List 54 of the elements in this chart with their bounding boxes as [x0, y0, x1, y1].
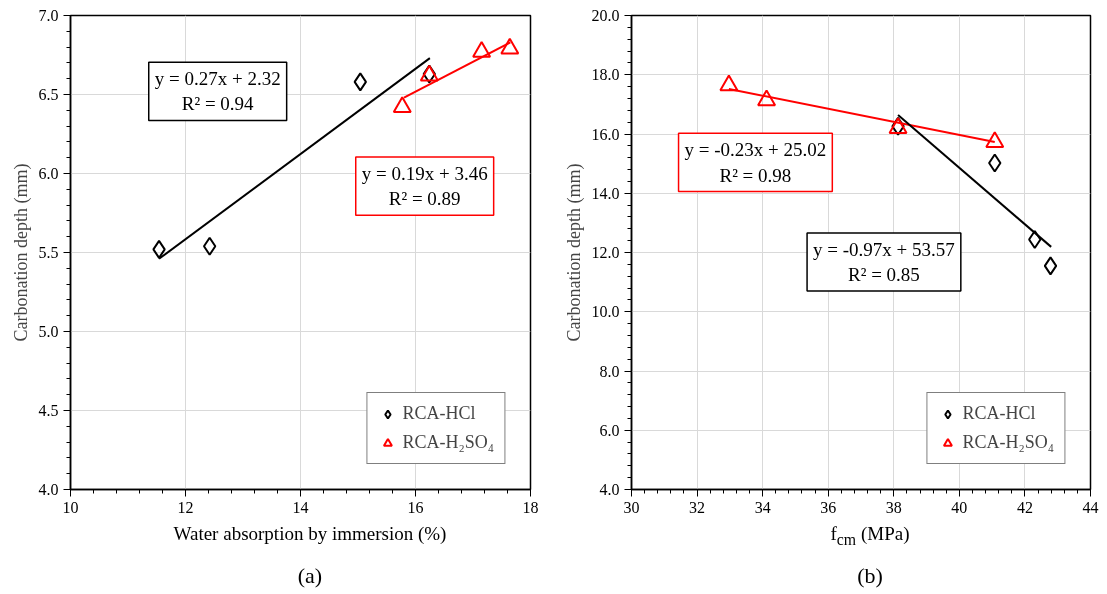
annotation: y = 0.19x + 3.46 R² = 0.89: [361, 163, 488, 210]
x-tick-label: 44: [1082, 498, 1099, 516]
point: [202, 236, 217, 256]
point: [719, 74, 739, 92]
annotation: y = -0.23x + 25.02 R² = 0.98: [684, 139, 827, 186]
annotation: y = -0.97x + 53.57 R² = 0.85: [813, 238, 955, 286]
y-tick-label: 14.0: [591, 184, 620, 202]
y-tick-label: 4.0: [599, 481, 620, 498]
y-tick-label: 20.0: [591, 7, 620, 24]
legend-label: RCA-HCl: [402, 403, 476, 424]
point: [472, 41, 492, 58]
x-tick-label: 40: [951, 498, 968, 516]
x-tick-label: 32: [689, 498, 706, 516]
legend-label: RCA-HCl: [962, 403, 1036, 424]
point: [988, 153, 1002, 173]
point: [1028, 229, 1042, 249]
y-tick-label: 7.0: [38, 7, 59, 24]
y-axis-title: Carbonation depth (mm): [10, 163, 32, 342]
x-tick-label: 36: [820, 498, 837, 516]
point: [392, 96, 412, 114]
x-tick-label: 18: [522, 498, 539, 516]
x-tick-label: 16: [407, 498, 424, 516]
y-tick-label: 4.5: [38, 402, 59, 419]
y-tick-label: 6.0: [38, 165, 59, 182]
legend-label: RCA-H₂SO₄: [962, 432, 1054, 453]
x-tick-label: 38: [885, 498, 902, 516]
point: [757, 89, 777, 107]
text: (a): [297, 562, 323, 590]
x-tick-label: 34: [754, 498, 771, 516]
y-tick-label: 12.0: [591, 244, 620, 261]
y-tick-label: 8.0: [599, 362, 620, 380]
point: [985, 131, 1005, 148]
point: [1043, 256, 1058, 276]
y-tick-label: 5.5: [38, 244, 59, 261]
y-tick-label: 10.0: [591, 303, 620, 321]
x-tick-label: 14: [292, 498, 309, 516]
y-tick-label: 4.0: [38, 481, 59, 498]
x-tick-label: 42: [1016, 498, 1033, 516]
x-axis-title: f$_{cm}$ (MPa): [830, 522, 910, 550]
x-tick-label: 30: [623, 498, 640, 516]
y-tick-label: 16.0: [591, 125, 620, 143]
y-axis-title: Carbonation depth (mm): [563, 163, 585, 342]
y-tick-label: 6.5: [38, 86, 59, 103]
y-tick-label: 6.0: [599, 421, 620, 439]
point: [500, 37, 520, 55]
point: [152, 239, 166, 259]
y-tick-label: 5.0: [38, 323, 59, 340]
x-axis-title: Water absorption by immersion (%): [173, 522, 447, 546]
x-tick-label: 10: [62, 498, 79, 516]
legend-label: RCA-H₂SO₄: [402, 432, 494, 453]
text: (b): [857, 562, 883, 590]
y-tick-label: 18.0: [591, 66, 620, 84]
x-tick-label: 12: [177, 498, 194, 516]
annotation: y = 0.27x + 2.32 R² = 0.94: [154, 68, 281, 115]
